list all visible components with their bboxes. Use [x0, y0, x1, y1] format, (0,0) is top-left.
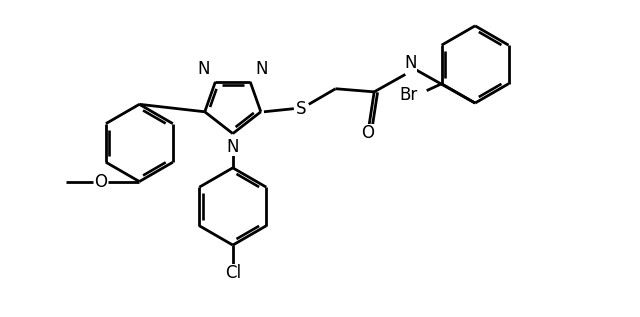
Text: N: N [404, 54, 417, 72]
Text: Cl: Cl [225, 264, 241, 282]
Text: N: N [255, 60, 268, 78]
Text: S: S [296, 100, 307, 118]
Text: O: O [94, 172, 108, 191]
Text: H: H [404, 57, 416, 72]
Text: N: N [227, 138, 239, 156]
Text: N: N [198, 60, 211, 78]
Text: Br: Br [400, 86, 418, 104]
Text: O: O [362, 124, 374, 142]
